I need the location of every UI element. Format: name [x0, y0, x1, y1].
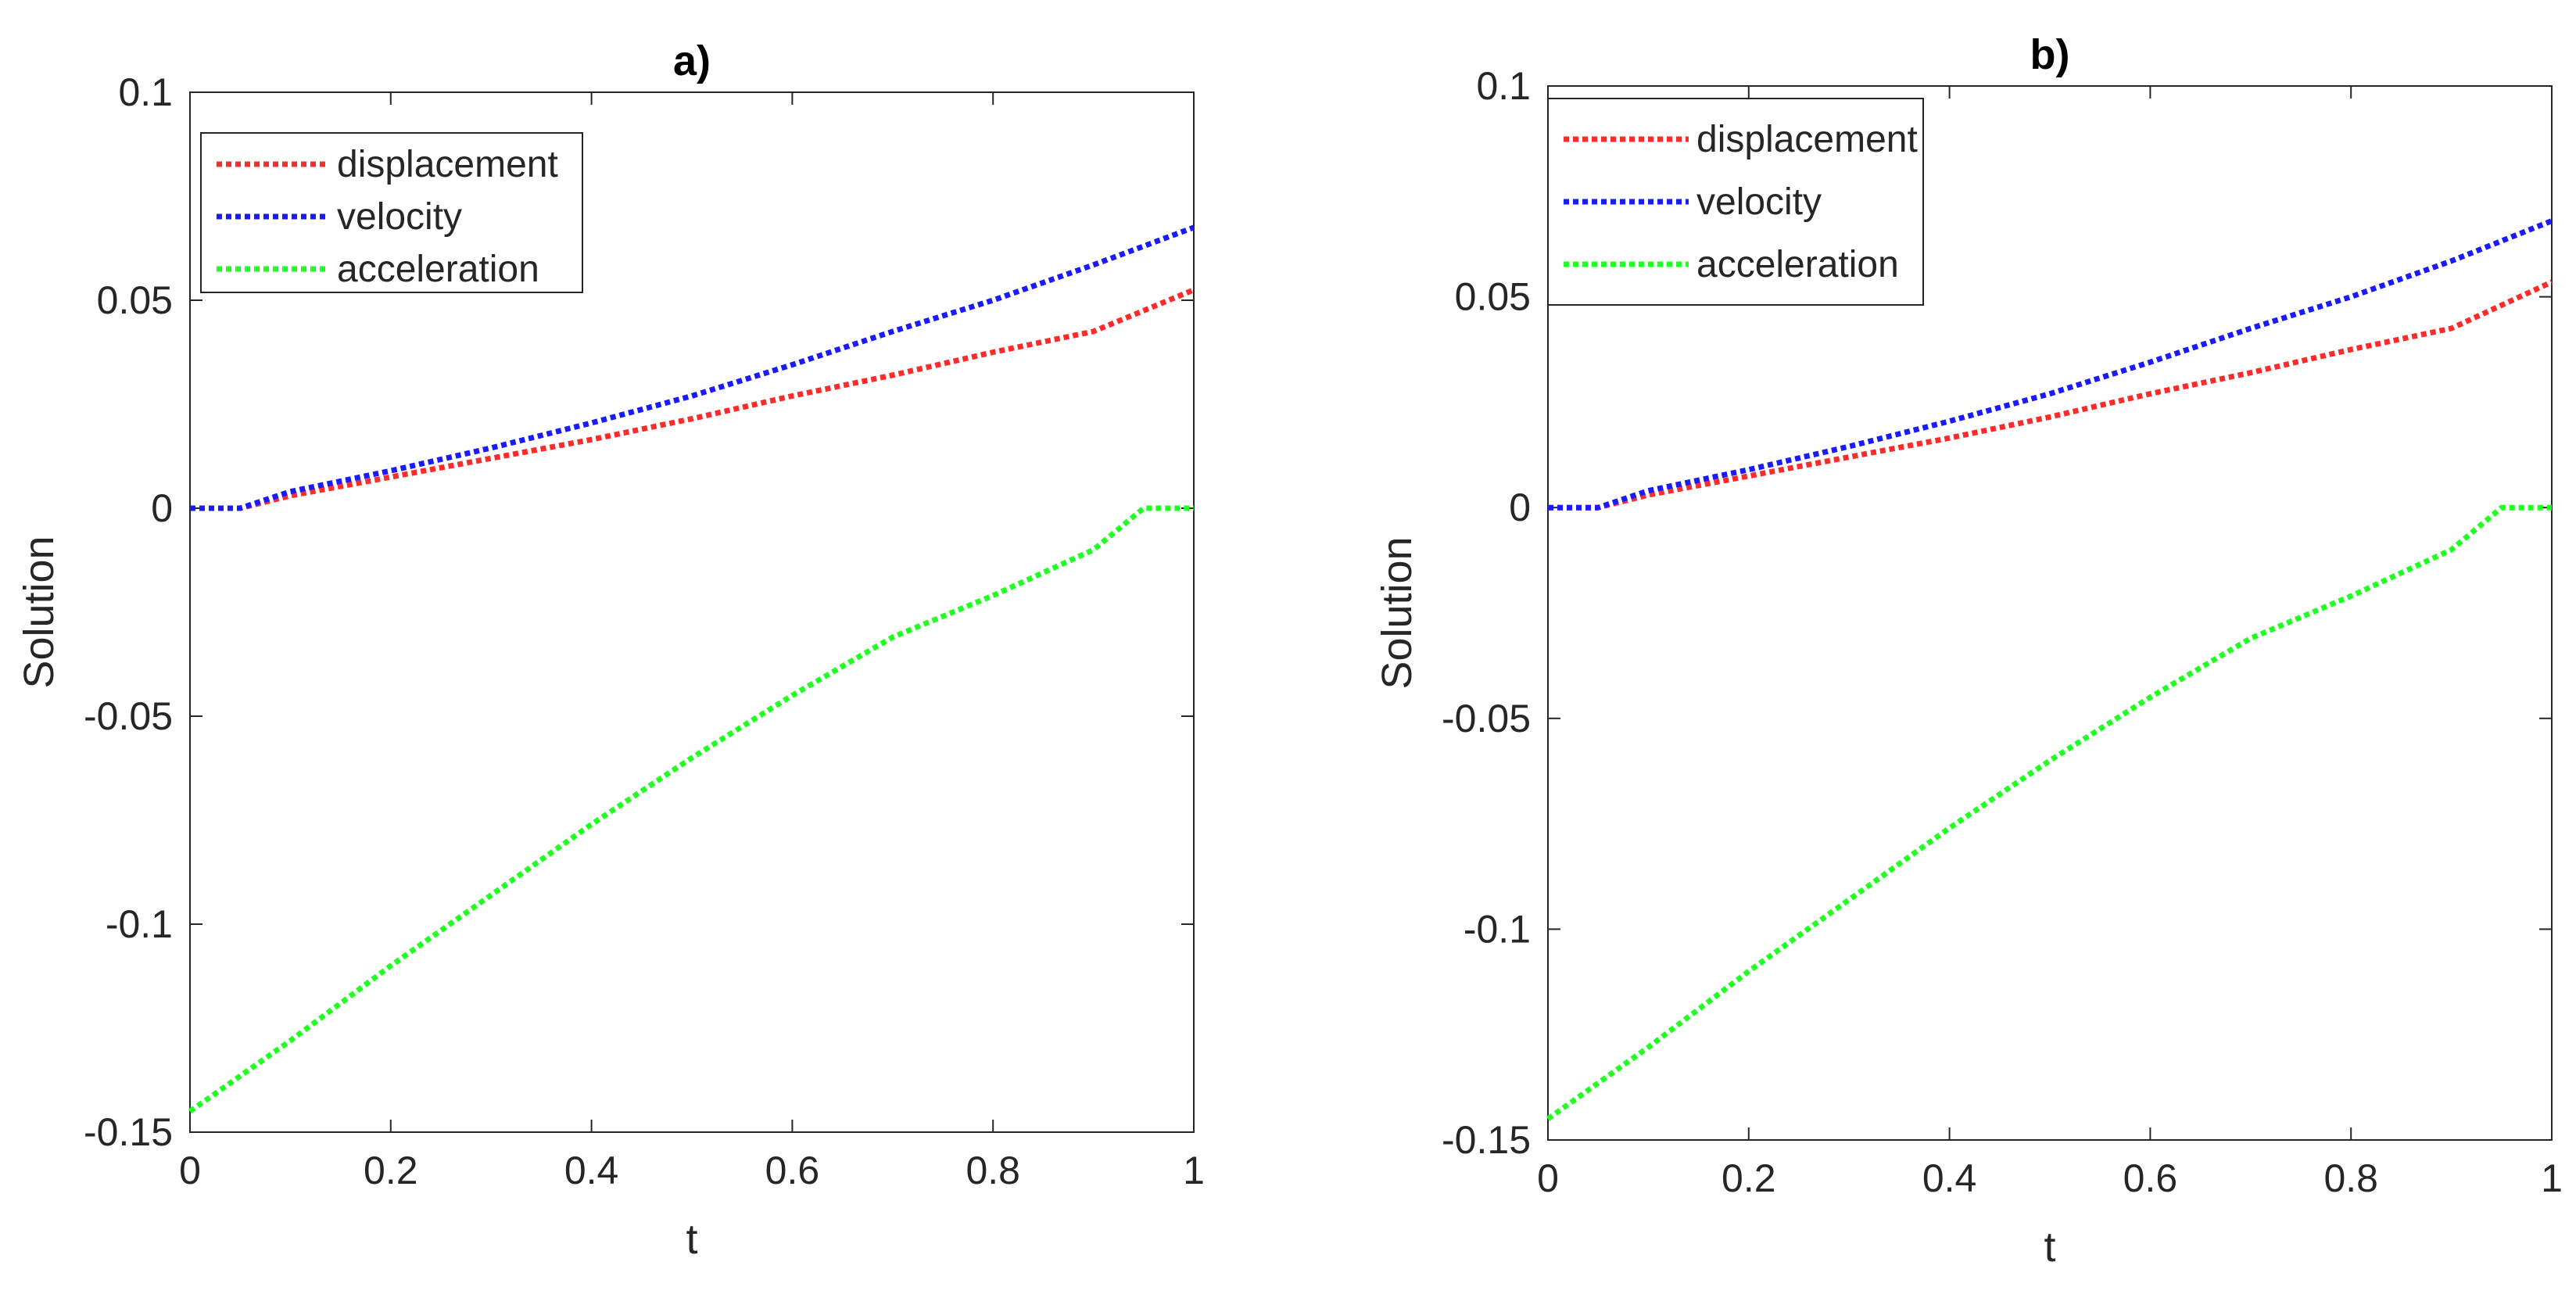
x-axis-label: t — [686, 1216, 697, 1263]
x-tick-label: 0 — [179, 1149, 201, 1192]
y-axis-label: Solution — [1374, 536, 1421, 689]
series-line-velocity — [190, 224, 1195, 511]
x-tick-label: 0.2 — [364, 1149, 418, 1192]
series-line-displacement — [190, 287, 1195, 511]
y-tick-label: -0.05 — [1442, 697, 1531, 740]
legend-box — [200, 132, 583, 293]
y-tick-label: 0.1 — [1476, 64, 1531, 108]
legend-label-displacement: displacement — [1696, 119, 1918, 160]
legend-label-velocity: velocity — [1696, 181, 1822, 223]
y-tick-label: -0.15 — [1442, 1118, 1531, 1162]
y-tick-label: 0.05 — [1455, 275, 1531, 319]
x-tick-label: 1 — [2541, 1156, 2563, 1200]
y-tick-label: 0.05 — [97, 278, 173, 322]
legend-label-acceleration: acceleration — [1696, 244, 1899, 285]
legend: displacement velocity acceleration — [200, 132, 583, 293]
y-tick-label: 0 — [151, 486, 173, 530]
legend: displacement velocity acceleration — [1547, 98, 1924, 306]
chart-panel-b: 0 0.2 0.4 0.6 0.8 1 -0.15 -0.1 -0.05 0 0.05 0.1 t Sol… — [1374, 31, 2563, 1271]
y-tick-label: -0.05 — [84, 694, 173, 738]
y-axis-label: Solution — [16, 536, 63, 688]
x-axis-label: t — [2044, 1224, 2055, 1271]
y-tick-label: -0.1 — [1464, 907, 1531, 951]
series-line-velocity — [1548, 218, 2553, 511]
series-line-acceleration — [188, 505, 1194, 1114]
x-tick-label: 0 — [1537, 1156, 1559, 1200]
x-tick-label: 0.4 — [564, 1149, 619, 1192]
x-tick-label: 0.8 — [966, 1149, 1020, 1192]
legend-label-velocity: velocity — [337, 196, 462, 238]
y-tick-label: 0 — [1509, 486, 1531, 529]
x-tick-label: 0.6 — [2123, 1156, 2178, 1200]
x-tick-label: 0.2 — [1722, 1156, 1776, 1200]
chart-title: a) — [673, 38, 711, 84]
x-tick-label: 0.8 — [2323, 1156, 2378, 1200]
series-line-acceleration — [1546, 504, 2552, 1121]
legend-label-displacement: displacement — [337, 144, 558, 185]
chart-panel-a: 0 0.2 0.4 0.6 0.8 1 -0.15 -0.1 -0.05 0 0.05 0.1 t Sol… — [16, 38, 1205, 1263]
x-tick-label: 1 — [1183, 1149, 1205, 1192]
y-tick-label: -0.15 — [84, 1110, 173, 1154]
y-tick-label: -0.1 — [106, 902, 173, 946]
y-tick-label: 0.1 — [118, 70, 173, 114]
x-tick-label: 0.6 — [765, 1149, 820, 1192]
x-tick-label: 0.4 — [1922, 1156, 1977, 1200]
series-line-displacement — [1548, 279, 2553, 511]
chart-title: b) — [2030, 31, 2070, 78]
legend-label-acceleration: acceleration — [337, 249, 539, 290]
